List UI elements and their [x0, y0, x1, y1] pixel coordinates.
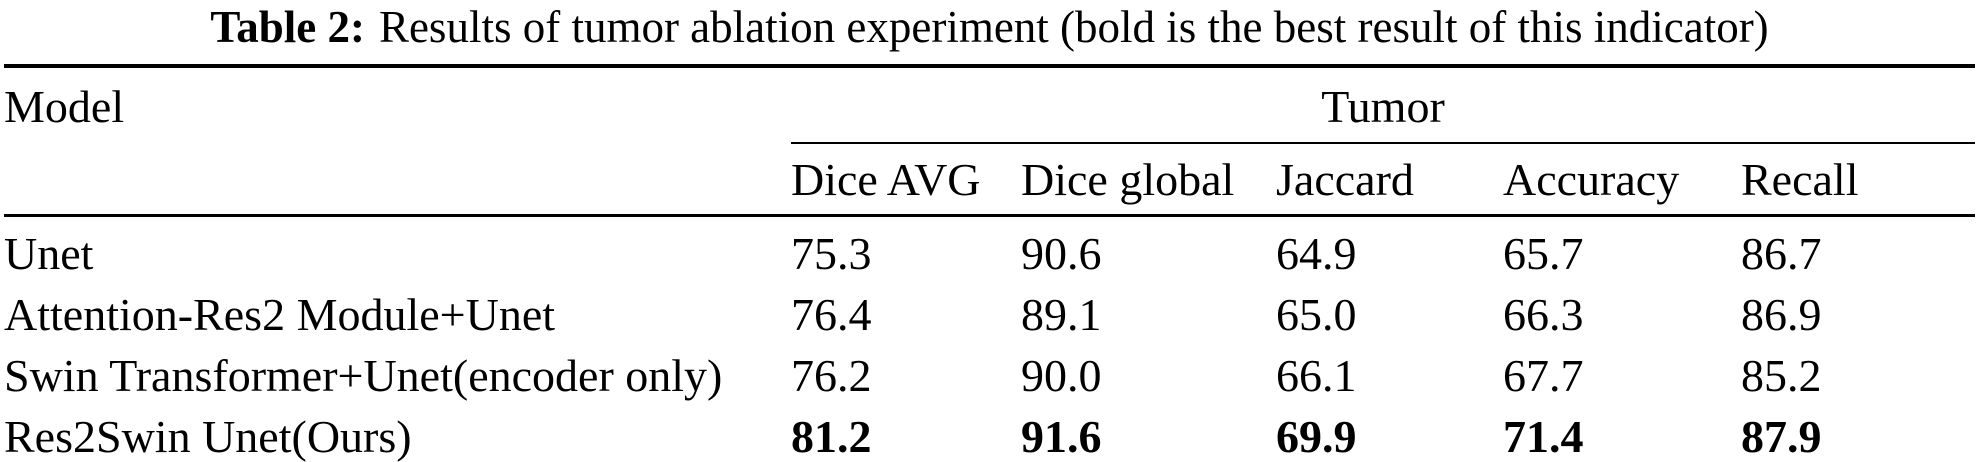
model-name-cell: Swin Transformer+Unet(encoder only): [4, 350, 723, 401]
model-name-cell: Unet: [4, 228, 94, 279]
metric-value-cell: 89.1: [1021, 289, 1102, 340]
column-header-accuracy: Accuracy: [1503, 143, 1741, 217]
metric-value-cell: 65.0: [1276, 289, 1357, 340]
column-header-dice-avg: Dice AVG: [791, 143, 1021, 217]
metric-value-cell: 75.3: [791, 228, 872, 279]
metric-value-cell: 66.3: [1503, 289, 1584, 340]
results-table: Model Tumor Dice AVG Dice global Jaccard…: [4, 64, 1975, 462]
metric-value-cell: 90.6: [1021, 228, 1102, 279]
table-row-unet: Unet 75.3 90.6 64.9 65.7 86.7: [4, 216, 1975, 285]
metric-value-cell: 86.7: [1741, 228, 1822, 279]
table-row-swin-transformer-unet: Swin Transformer+Unet(encoder only) 76.2…: [4, 345, 1975, 406]
metric-value-cell: 81.2: [791, 411, 872, 462]
metric-value-cell: 90.0: [1021, 350, 1102, 401]
metric-value-cell: 67.7: [1503, 350, 1584, 401]
column-header-dice-global: Dice global: [1021, 143, 1276, 217]
model-column-header: Model: [4, 66, 791, 217]
table-caption-text: Results of tumor ablation experiment (bo…: [378, 2, 1769, 52]
metric-value-cell: 87.9: [1741, 411, 1822, 462]
metric-value-cell: 85.2: [1741, 350, 1822, 401]
metric-value-cell: 66.1: [1276, 350, 1357, 401]
table-caption: Table 2: Results of tumor ablation experi…: [4, 0, 1975, 64]
metric-header-row: Dice AVG Dice global Jaccard Accuracy Re…: [4, 143, 1975, 217]
metric-value-cell: 76.4: [791, 289, 872, 340]
metric-value-cell: 76.2: [791, 350, 872, 401]
metric-value-cell: 69.9: [1276, 411, 1357, 462]
metric-value-cell: 71.4: [1503, 411, 1584, 462]
tumor-group-header: Tumor: [791, 66, 1975, 144]
model-name-cell: Attention-Res2 Module+Unet: [4, 289, 556, 340]
table-row-attention-res2-module-unet: Attention-Res2 Module+Unet 76.4 89.1 65.…: [4, 284, 1975, 345]
metric-value-cell: 86.9: [1741, 289, 1822, 340]
table-row-res2swin-unet-ours: Res2Swin Unet(Ours) 81.2 91.6 69.9 71.4 …: [4, 406, 1975, 462]
column-header-recall: Recall: [1741, 143, 1975, 217]
group-header-row: Model Tumor: [4, 66, 1975, 217]
metric-value-cell: 64.9: [1276, 228, 1357, 279]
column-header-jaccard: Jaccard: [1276, 143, 1503, 217]
table-caption-label: Table 2:: [210, 2, 365, 52]
model-name-cell: Res2Swin Unet(Ours): [4, 411, 412, 462]
metric-value-cell: 65.7: [1503, 228, 1584, 279]
metric-value-cell: 91.6: [1021, 411, 1102, 462]
